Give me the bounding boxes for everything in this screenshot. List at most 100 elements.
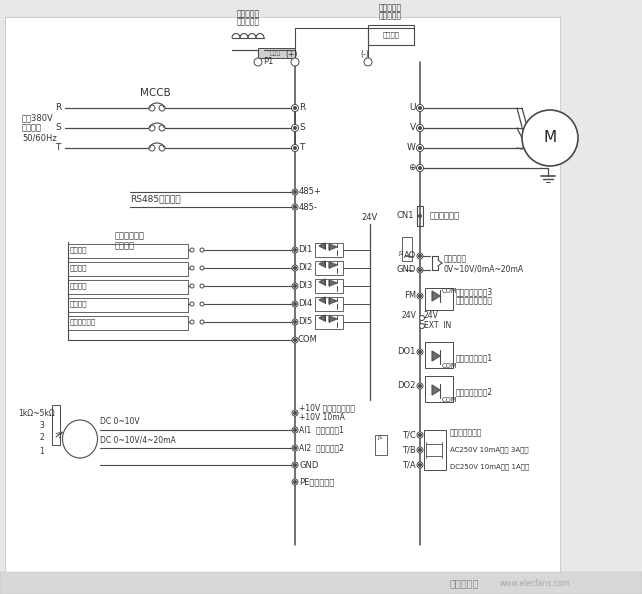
Circle shape — [418, 463, 422, 467]
Bar — [0, 572, 642, 594]
Text: T: T — [55, 144, 60, 153]
Text: 自由停车: 自由停车 — [70, 301, 87, 307]
Text: 短路片: 短路片 — [270, 50, 281, 56]
Text: （选购件）: （选购件） — [378, 11, 401, 21]
Text: COM: COM — [442, 397, 458, 403]
Circle shape — [293, 266, 297, 270]
Text: 输入电源: 输入电源 — [22, 124, 42, 132]
Circle shape — [293, 446, 297, 450]
Text: 正转运行: 正转运行 — [70, 247, 87, 253]
Circle shape — [417, 253, 423, 259]
Text: 制动电阻器: 制动电阻器 — [378, 4, 401, 12]
Circle shape — [291, 58, 299, 66]
Bar — [68, 280, 188, 294]
Circle shape — [291, 125, 299, 131]
Polygon shape — [319, 261, 325, 267]
Bar — [417, 206, 423, 226]
Circle shape — [293, 480, 297, 484]
Circle shape — [293, 320, 297, 324]
Circle shape — [418, 350, 422, 354]
Text: DC 0~10V: DC 0~10V — [100, 418, 139, 426]
Text: 2: 2 — [39, 434, 44, 443]
Bar — [315, 261, 343, 275]
Text: 1: 1 — [39, 447, 44, 456]
Circle shape — [417, 105, 424, 112]
Text: CN1: CN1 — [397, 211, 414, 220]
Circle shape — [417, 144, 424, 151]
Bar — [258, 48, 295, 58]
Text: AC250V 10mA以上 3A以下: AC250V 10mA以上 3A以下 — [450, 447, 528, 453]
Text: S: S — [55, 124, 61, 132]
Text: DO1: DO1 — [397, 347, 416, 356]
Text: COM: COM — [442, 288, 458, 294]
Text: 1kΩ~5kΩ: 1kΩ~5kΩ — [18, 409, 55, 418]
Text: MCCB: MCCB — [139, 88, 170, 98]
Circle shape — [291, 144, 299, 151]
Circle shape — [159, 145, 165, 151]
Text: 电子发烧友: 电子发烧友 — [450, 578, 480, 588]
Text: 0V~10V/0mA~20mA: 0V~10V/0mA~20mA — [444, 264, 524, 273]
Text: 50/60Hz: 50/60Hz — [22, 134, 56, 143]
Polygon shape — [329, 280, 337, 286]
Polygon shape — [329, 298, 337, 304]
Circle shape — [200, 266, 204, 270]
Text: +10V 频率设定用电源: +10V 频率设定用电源 — [299, 403, 355, 412]
Text: DO2: DO2 — [397, 381, 416, 390]
Polygon shape — [432, 291, 440, 301]
Text: （选购件）: （选购件） — [236, 17, 259, 27]
Text: W: W — [407, 144, 416, 153]
Circle shape — [254, 58, 262, 66]
Circle shape — [417, 447, 423, 453]
Circle shape — [418, 254, 422, 258]
Polygon shape — [329, 244, 337, 250]
Text: （高速脉冲输出）: （高速脉冲输出） — [456, 296, 493, 305]
Bar — [68, 298, 188, 312]
Text: U: U — [410, 103, 416, 112]
Bar — [425, 376, 453, 402]
Circle shape — [190, 248, 194, 252]
Text: J1: J1 — [377, 435, 383, 441]
Text: 制动单元: 制动单元 — [383, 31, 399, 38]
Circle shape — [417, 165, 424, 172]
Circle shape — [292, 410, 298, 416]
Text: 24V: 24V — [362, 213, 378, 223]
Polygon shape — [319, 279, 325, 285]
Text: ⊕: ⊕ — [408, 163, 416, 172]
Circle shape — [293, 338, 297, 342]
Circle shape — [418, 433, 422, 437]
Circle shape — [190, 302, 194, 306]
Bar — [68, 316, 188, 330]
Circle shape — [293, 205, 297, 209]
Text: AI2  模拟量输入2: AI2 模拟量输入2 — [299, 444, 344, 453]
Text: DI2: DI2 — [298, 264, 312, 273]
Circle shape — [292, 427, 298, 433]
Text: R: R — [55, 103, 61, 112]
Text: (+): (+) — [286, 49, 298, 58]
Bar — [425, 342, 453, 368]
Bar — [315, 315, 343, 329]
Circle shape — [293, 463, 297, 467]
Bar — [68, 262, 188, 276]
Circle shape — [292, 462, 298, 468]
Text: (-): (-) — [361, 49, 369, 58]
Circle shape — [292, 265, 298, 271]
Circle shape — [293, 146, 297, 150]
Circle shape — [419, 324, 424, 328]
Text: T/A: T/A — [403, 460, 416, 469]
Circle shape — [293, 126, 297, 130]
Bar — [375, 435, 387, 455]
Bar — [368, 25, 414, 45]
Text: 高速脉冲输入: 高速脉冲输入 — [70, 319, 96, 326]
Text: （出厂默认）: （出厂默认） — [115, 232, 145, 241]
Circle shape — [418, 126, 422, 130]
Text: 三相380V: 三相380V — [22, 113, 54, 122]
Polygon shape — [329, 262, 337, 268]
Text: DI5: DI5 — [298, 318, 312, 327]
Circle shape — [417, 462, 423, 468]
Circle shape — [418, 268, 422, 272]
Polygon shape — [319, 243, 325, 249]
Circle shape — [417, 125, 424, 131]
Bar — [425, 288, 453, 310]
Circle shape — [293, 428, 297, 432]
Circle shape — [418, 294, 422, 298]
